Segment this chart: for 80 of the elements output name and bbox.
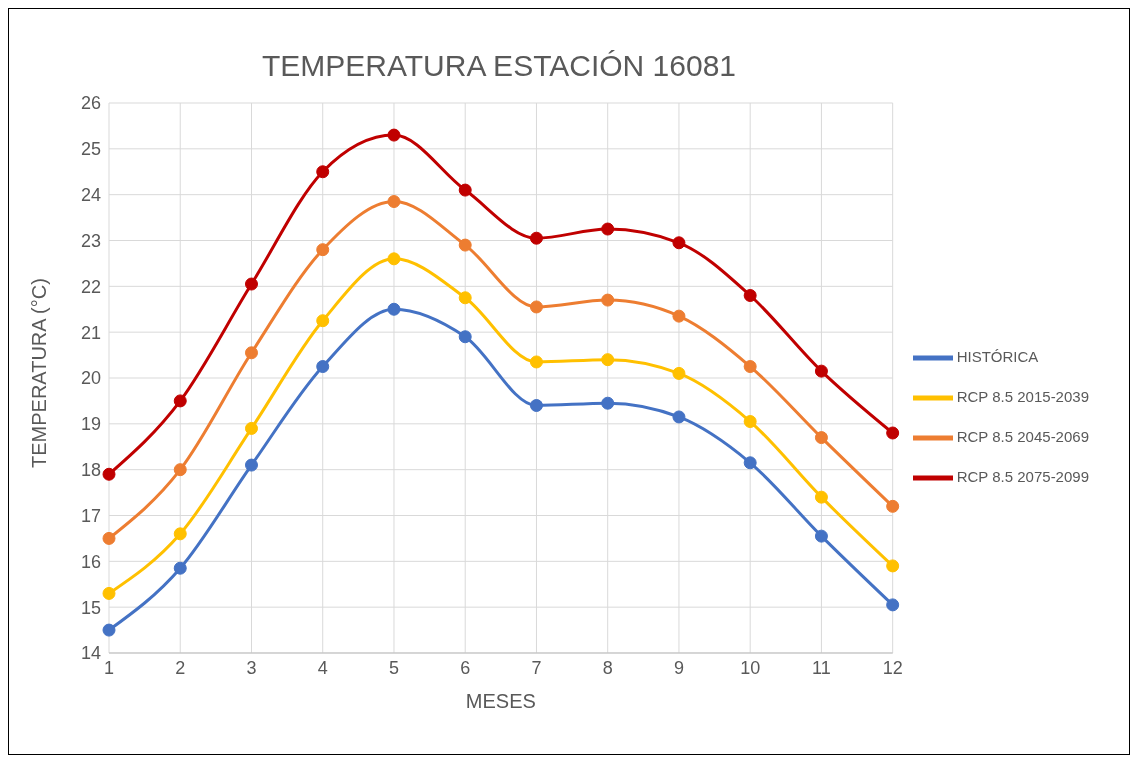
point — [886, 499, 900, 513]
point — [601, 353, 615, 367]
y-tick-label: 23 — [80, 230, 101, 251]
y-tick-label: 15 — [80, 597, 101, 618]
point — [743, 415, 757, 429]
point — [102, 467, 116, 481]
point — [387, 252, 401, 266]
point — [529, 355, 543, 369]
point — [886, 559, 900, 573]
point — [458, 183, 472, 197]
x-tick-label: 2 — [175, 657, 186, 678]
point — [529, 399, 543, 412]
point — [244, 421, 258, 435]
x-tick-label: 6 — [460, 657, 471, 678]
point — [672, 410, 686, 424]
y-tick-label: 17 — [80, 505, 101, 526]
y-tick-label: 14 — [80, 643, 101, 664]
legend-label: HISTÓRICA — [956, 347, 1039, 365]
x-tick-label: 12 — [882, 657, 903, 678]
y-tick-label: 16 — [80, 551, 101, 572]
point — [672, 309, 686, 323]
point — [529, 300, 543, 314]
point — [102, 623, 116, 637]
y-tick-label: 18 — [80, 460, 101, 481]
point — [173, 561, 187, 575]
legend-label: RCP 8.5 2045-2069 — [956, 427, 1089, 445]
point — [102, 586, 116, 600]
point — [814, 431, 828, 445]
point — [316, 360, 330, 374]
point — [316, 165, 330, 179]
x-tick-label: 8 — [602, 657, 613, 678]
point — [387, 302, 401, 316]
point — [244, 277, 258, 291]
y-tick-label: 20 — [80, 368, 101, 389]
y-tick-label: 25 — [80, 139, 101, 160]
y-axis-title: TEMPERATURA (°C) — [28, 278, 51, 468]
point — [814, 364, 828, 378]
point — [244, 346, 258, 360]
point — [601, 222, 615, 236]
point — [173, 527, 187, 541]
point — [886, 598, 900, 612]
x-tick-label: 7 — [531, 657, 542, 678]
point — [886, 426, 900, 440]
point — [814, 529, 828, 543]
y-tick-label: 19 — [80, 414, 101, 435]
x-tick-label: 11 — [812, 657, 831, 678]
x-tick-label: 3 — [246, 657, 257, 678]
point — [173, 463, 187, 477]
point — [458, 330, 472, 344]
x-tick-label: 4 — [317, 657, 328, 678]
point — [102, 531, 116, 545]
x-axis-title: MESES — [465, 690, 536, 712]
x-tick-label: 9 — [673, 657, 684, 678]
point — [743, 289, 757, 302]
point — [173, 394, 187, 408]
chart-title: TEMPERATURA ESTACIÓN 16081 — [261, 48, 737, 83]
point — [672, 236, 686, 250]
legend-label: RCP 8.5 2075-2099 — [956, 467, 1089, 485]
y-tick-label: 21 — [80, 322, 101, 343]
point — [601, 396, 615, 410]
point — [316, 243, 330, 257]
x-tick-label: 5 — [388, 657, 399, 678]
point — [316, 314, 330, 328]
point — [814, 490, 828, 504]
x-tick-label: 10 — [740, 657, 761, 678]
y-tick-label: 22 — [80, 276, 101, 297]
x-tick-label: 1 — [103, 657, 115, 678]
point — [387, 195, 401, 209]
y-tick-label: 26 — [80, 93, 101, 114]
point — [529, 231, 543, 245]
point — [387, 128, 401, 142]
point — [743, 360, 757, 374]
point — [244, 458, 258, 472]
y-tick-label: 24 — [80, 185, 101, 206]
point — [601, 293, 615, 307]
point — [743, 456, 757, 470]
point — [672, 366, 686, 380]
point — [458, 291, 472, 305]
legend-label: RCP 8.5 2015-2039 — [956, 387, 1089, 405]
point — [458, 238, 472, 252]
